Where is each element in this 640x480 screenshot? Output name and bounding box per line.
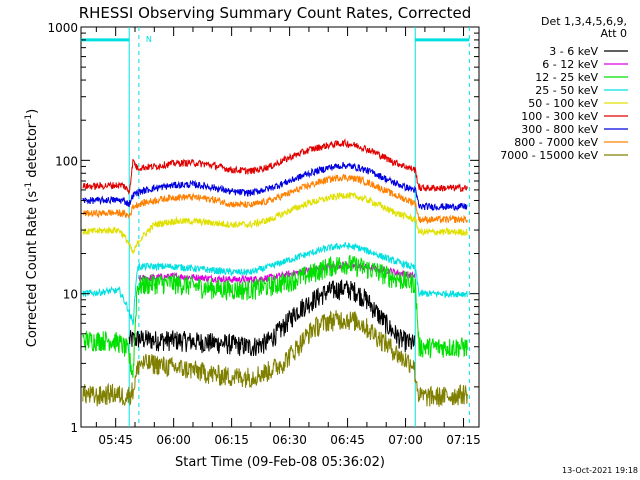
y-axis-title: Corrected Count Rate (s-1 detector-1)	[24, 109, 40, 347]
series-line-7	[82, 173, 468, 225]
y-tick-label-2: 100	[55, 154, 78, 168]
series-line-4	[82, 191, 468, 254]
x-tick-label-3: 06:30	[272, 433, 307, 447]
series-lines	[82, 137, 468, 407]
axes: 1 10 100 1000 05:45 06:00 06:15 06:30 06:45 07:00…	[47, 21, 480, 447]
x-tick-label-5: 07:00	[388, 433, 423, 447]
x-tick-label-4: 06:45	[330, 433, 365, 447]
series-line-8	[82, 310, 468, 407]
legend-label-8: 7000 - 15000 keV	[500, 149, 598, 162]
x-tick-label-1: 06:00	[156, 433, 191, 447]
legend-header-0: Det 1,3,4,5,6,9,	[541, 15, 627, 28]
legend-label-6: 300 - 800 keV	[521, 123, 598, 136]
legend-label-5: 100 - 300 keV	[521, 110, 598, 123]
night-marker-label: N	[146, 35, 152, 44]
series-line-0	[128, 279, 416, 357]
legend-label-7: 800 - 7000 keV	[514, 136, 598, 149]
legend-header-1: Att 0	[601, 27, 627, 40]
legend-label-1: 6 - 12 keV	[542, 58, 598, 71]
x-axis-title: Start Time (09-Feb-08 05:36:02)	[175, 455, 385, 470]
series-line-3	[82, 241, 468, 326]
plot-frame	[80, 26, 480, 428]
legend-label-0: 3 - 6 keV	[549, 45, 598, 58]
y-tick-label-1: 10	[63, 288, 78, 302]
y-tick-label-0: 1	[70, 421, 78, 435]
series-line-2	[82, 254, 468, 378]
legend-label-2: 12 - 25 keV	[535, 71, 598, 84]
chart-title: RHESSI Observing Summary Count Rates, Co…	[79, 4, 472, 22]
x-tick-label-2: 06:15	[214, 433, 249, 447]
y-tick-label-3: 1000	[47, 21, 78, 35]
legend-label-3: 25 - 50 keV	[535, 84, 598, 97]
timestamp: 13-Oct-2021 19:18	[562, 466, 638, 475]
x-tick-label-0: 05:45	[98, 433, 133, 447]
series-line-6	[82, 161, 468, 212]
legend-label-4: 50 - 100 keV	[528, 97, 598, 110]
x-tick-label-6: 07:15	[446, 433, 481, 447]
series-line-5	[82, 137, 468, 195]
